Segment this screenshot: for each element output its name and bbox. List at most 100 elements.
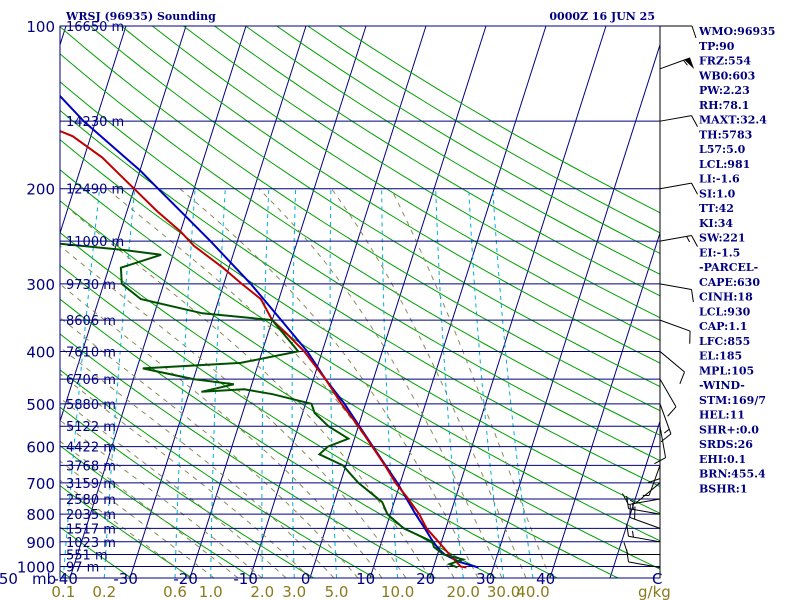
sounding-index: BRN:455.4 [699,468,766,481]
mixing-ratio-line [103,188,136,578]
dry-adiabat-line [60,298,497,578]
pressure-tick-label: 700 [26,475,55,493]
moist-adiabat-line [390,188,551,578]
temperature-tick-label: -20 [173,570,198,588]
wind-barb-staff [659,378,677,408]
height-label: 1517 m [66,522,116,537]
wind-barb [654,426,667,465]
isotherm-line [249,26,427,578]
sounding-index: SRDS:26 [699,438,753,451]
height-label: 9730 m [66,278,116,293]
mixing-ratio-line [261,188,270,578]
dewpoint-trace [60,242,467,569]
mixing-ratio-label: 0.6 [163,583,187,600]
dry-adiabat-line [60,53,660,436]
sounding-index: HEL:11 [699,409,745,422]
pressure-tick-label: 900 [26,534,55,552]
mixing-ratio-label: 0.1 [51,583,75,600]
sounding-index: STM:169/7 [699,394,766,407]
wind-barb [622,493,661,506]
wind-barb-staff [659,115,692,122]
sounding-index: SI:1.0 [699,187,736,200]
mixing-ratio-label: 10.0 [381,583,414,600]
moist-adiabat-line [60,479,191,578]
dry-adiabat-line [60,485,193,578]
wind-barb [659,115,698,127]
height-label: 97 m [66,561,99,576]
pressure-tick-label: 200 [26,181,55,199]
height-label: 2035 m [66,508,116,523]
mixing-ratio-line [381,188,399,578]
sounding-index: LCL:930 [699,305,751,318]
sounding-index: LI:-1.6 [699,173,740,186]
wind-barb-staff [659,182,692,190]
dry-adiabat-line [60,333,436,578]
moist-adiabat-line [179,188,479,578]
temperature-tick-label: -10 [233,570,258,588]
temperature-tick-label: 10 [356,570,375,588]
wind-barb [629,504,661,529]
temperature-tick-label: 40 [536,570,555,588]
height-label: 1023 m [66,536,116,551]
wind-barb-staff [659,319,691,332]
wind-barb-staff [659,426,667,458]
height-label: 2580 m [66,493,116,508]
mixing-ratio-label: 1.0 [199,583,223,600]
moist-adiabat-line [60,419,263,578]
sounding-index: FRZ:554 [699,55,751,68]
sounding-index: TP:90 [699,40,735,53]
wind-barb [659,235,698,247]
isotherm-line [609,419,660,578]
isotherm-line [129,26,307,578]
wind-barb-staff [628,561,661,568]
pressure-tick-label: 1000 [17,559,55,577]
dry-adiabat-line [89,26,660,388]
sounding-index: -PARCEL- [699,261,758,274]
height-label: 14230 m [66,115,124,130]
dry-adiabat-line [120,26,660,364]
wind-barb-staff [635,482,661,504]
moist-adiabat-line [60,245,407,578]
mixing-ratio-line [210,188,226,578]
mixing-ratio-line [492,188,534,578]
sounding-index: BSHR:1 [699,482,748,495]
wind-barb [659,403,672,443]
wind-barb [647,446,661,484]
height-label: 11000 m [66,235,124,250]
isotherm-line [69,26,247,578]
sounding-index: -WIND- [699,379,745,392]
parcel-trace [60,94,479,569]
sounding-index: EI:-1.5 [699,246,740,259]
height-label: 12490 m [66,183,124,198]
sounding-index: LCL:981 [699,158,750,171]
wind-barb-flag [623,542,629,555]
mixing-ratio-line [174,188,196,578]
wind-barb-staff [659,57,691,70]
wind-barb-half-flag [686,236,691,243]
isotherm-line [489,43,660,578]
wind-barb-flag [647,478,661,484]
wind-barb [659,319,691,344]
wind-barb [660,25,697,39]
temperature-tick-label: 20 [416,570,435,588]
sounding-index: CINH:18 [699,291,753,304]
dry-adiabat-line [60,231,619,578]
height-label: 4422 m [66,441,116,456]
pressure-tick-label: 600 [26,439,55,457]
background-grid [60,26,660,578]
temperature-tick-label: 0 [301,570,311,588]
wind-barb-half-flag [663,428,670,434]
mixing-ratio-label: 30.0 [487,583,520,600]
mixing-ratio-line [435,188,464,578]
station-title: WRSJ (96935) Sounding [65,10,216,23]
dry-adiabat-line [60,406,315,578]
moist-adiabat-line [60,316,359,578]
wind-barb-flag [654,457,666,465]
wind-barb-half-flag [683,59,688,66]
wind-barb-flag [691,182,698,195]
wind-barb-staff [659,235,692,242]
wind-barb-staff [659,403,672,435]
sounding-index: MAXT:32.4 [699,114,767,127]
